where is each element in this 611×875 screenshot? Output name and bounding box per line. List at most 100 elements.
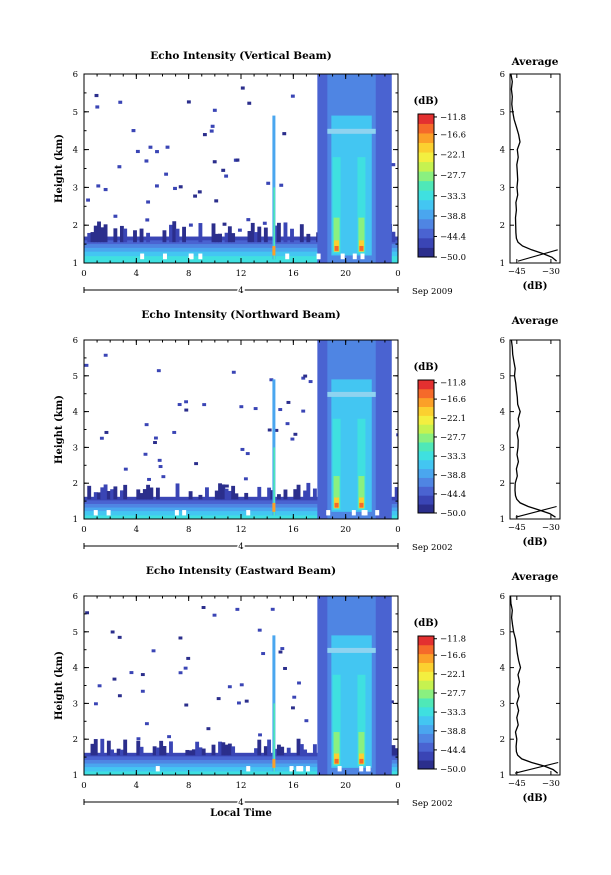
colorbar-segment [418, 190, 434, 201]
y-axis-label: Height (km) [54, 395, 65, 464]
x-tick-label: 12 [236, 525, 247, 535]
colorbar-tick-label: −22.1 [440, 670, 466, 680]
echo-cell [224, 174, 229, 178]
echo-cell [276, 744, 281, 756]
echo-cell [290, 94, 295, 98]
colorbar-segment [418, 450, 434, 461]
echo-cell [90, 743, 95, 756]
y-tick-label: 1 [73, 515, 78, 525]
echo-cell [117, 165, 122, 169]
echo-cell [191, 749, 196, 756]
echo-cell [164, 172, 169, 176]
echo-cell [299, 744, 304, 756]
echo-cell [296, 738, 301, 756]
rain-shaft-core [333, 476, 340, 509]
colorbar-segment [418, 477, 434, 487]
echo-cell [198, 494, 203, 500]
echo-cell [140, 673, 145, 677]
echo-cell [178, 636, 183, 640]
echo-cell [306, 233, 311, 243]
echo-cell [221, 168, 226, 172]
echo-cell [227, 743, 232, 756]
echo-cell [267, 428, 272, 432]
colorbar-segment [418, 199, 434, 210]
y-tick-label: 5 [73, 108, 78, 118]
colorbar-segment [418, 733, 434, 743]
echo-cell [257, 739, 262, 756]
colorbar-segment [418, 698, 434, 708]
profile-frame [509, 595, 561, 776]
echo-cell [244, 699, 249, 703]
colorbar-segment [418, 209, 434, 220]
echo-gap [340, 253, 345, 260]
echo-gap [337, 766, 342, 772]
echo-cell [155, 487, 160, 500]
y-tick-label: 6 [73, 592, 78, 602]
echo-cell [173, 186, 177, 191]
echo-cell [118, 100, 123, 104]
colorbar-frame [417, 113, 435, 258]
echo-gap [174, 510, 179, 516]
panel-2: Echo Intensity (Northward Beam)123456Hei… [54, 309, 561, 554]
x-tick-label: 16 [288, 269, 299, 279]
echo-cell [133, 230, 137, 243]
echo-cell [100, 738, 105, 756]
echo-cell [394, 487, 398, 500]
echo-cell [303, 749, 308, 756]
echo-spike-core [273, 187, 276, 260]
colorbar-segment [418, 653, 434, 663]
echo-gap [305, 766, 310, 772]
echo-cell [158, 465, 163, 469]
echo-cell [144, 159, 149, 163]
colorbar-segment [418, 495, 434, 505]
echo-cell [185, 749, 190, 756]
profile-y-tick-label: 3 [500, 443, 505, 453]
echo-cell [227, 490, 232, 500]
x-tick-label: 8 [186, 525, 191, 535]
echo-cell [235, 158, 240, 162]
y-tick-label: 3 [73, 699, 78, 709]
echo-spike-core [273, 447, 276, 516]
echo-cell [214, 233, 219, 243]
x-tick-label: 0 [81, 269, 86, 279]
echo-cell [97, 684, 102, 688]
x-tick-label: 4 [134, 525, 139, 535]
echo-cell [257, 486, 262, 500]
y-tick-label: 2 [73, 479, 78, 489]
echo-cell [224, 232, 229, 243]
echo-cell [240, 86, 245, 90]
echo-cell [308, 380, 313, 384]
echo-cell [153, 441, 157, 445]
echo-cell [104, 430, 109, 434]
echo-cell [113, 214, 118, 218]
heatmap-field [84, 340, 398, 519]
y-tick-label: 2 [73, 735, 78, 745]
echo-cell [146, 200, 151, 204]
echo-cell [201, 748, 206, 756]
echo-cell [246, 218, 251, 222]
echo-cell [283, 222, 288, 243]
echo-cell [113, 486, 118, 500]
echo-cell [198, 223, 203, 243]
x-tick-label: 0 [395, 781, 400, 791]
rain-shaft-max [359, 245, 364, 251]
colorbar-segment [418, 247, 434, 258]
echo-cell [214, 490, 219, 500]
profile-line-2 [514, 761, 559, 774]
echo-cell [110, 749, 115, 756]
echo-cell [253, 407, 258, 411]
echo-cell [99, 436, 104, 440]
colorbar-segment [418, 662, 434, 672]
colorbar-tick-label: −50.0 [440, 509, 466, 519]
rain-shaft-max [359, 758, 364, 764]
echo-cell [306, 482, 311, 500]
echo-cell [100, 227, 105, 243]
echo-cell [188, 223, 193, 227]
colorbar-segment [418, 706, 434, 717]
echo-cell [100, 487, 105, 500]
x-tick-label: 4 [134, 269, 139, 279]
profile-y-tick-label: 2 [500, 221, 505, 231]
profile-y-tick-label: 4 [500, 664, 505, 674]
colorbar-segment [418, 504, 434, 514]
echo-cell [396, 433, 398, 437]
